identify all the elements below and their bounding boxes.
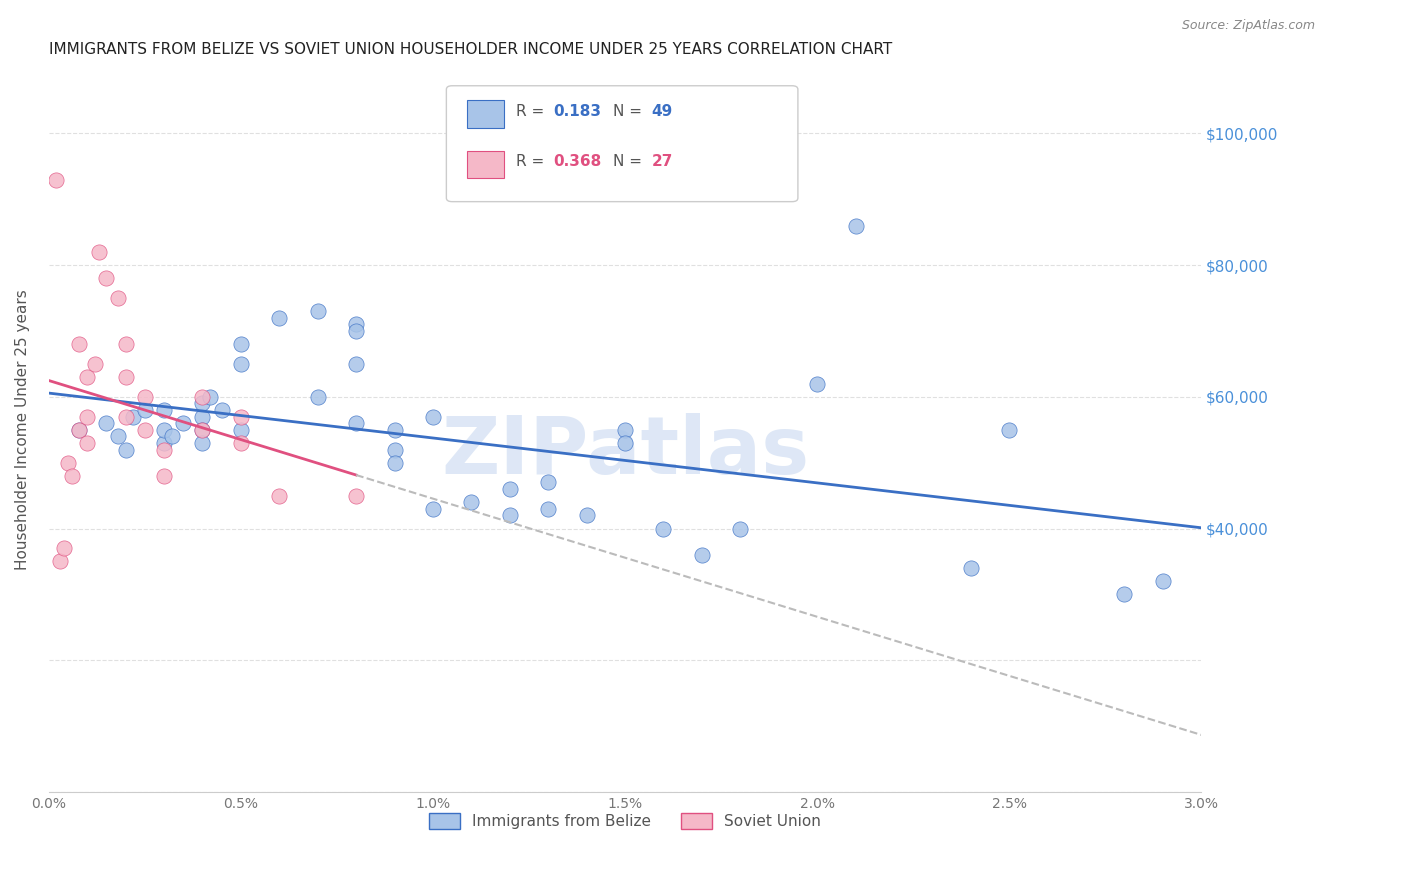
Point <box>344 357 367 371</box>
Point <box>60 469 83 483</box>
Point <box>172 416 194 430</box>
Point <box>537 475 560 490</box>
Point <box>134 403 156 417</box>
Point <box>191 390 214 404</box>
Point <box>87 245 110 260</box>
Point <box>76 370 98 384</box>
Point <box>614 423 637 437</box>
Point <box>499 508 522 523</box>
Point <box>269 310 291 325</box>
Point <box>69 423 91 437</box>
Point <box>69 337 91 351</box>
Point <box>229 436 252 450</box>
Bar <box>467 151 503 178</box>
Point <box>134 390 156 404</box>
Point <box>153 423 176 437</box>
Point <box>1152 574 1174 589</box>
Point <box>114 337 136 351</box>
Text: 27: 27 <box>651 154 673 169</box>
Point <box>134 423 156 437</box>
Text: IMMIGRANTS FROM BELIZE VS SOVIET UNION HOUSEHOLDER INCOME UNDER 25 YEARS CORRELA: IMMIGRANTS FROM BELIZE VS SOVIET UNION H… <box>49 42 891 57</box>
Point <box>122 409 145 424</box>
Point <box>96 416 118 430</box>
Point <box>56 456 79 470</box>
Point <box>844 219 866 233</box>
Text: R =: R = <box>516 154 548 169</box>
Point <box>191 423 214 437</box>
Text: 49: 49 <box>651 103 673 119</box>
Text: ZIPatlas: ZIPatlas <box>441 412 808 491</box>
Point <box>344 416 367 430</box>
Point <box>730 522 752 536</box>
Point <box>806 376 828 391</box>
Point <box>229 357 252 371</box>
Point <box>211 403 233 417</box>
Point <box>153 469 176 483</box>
Point <box>344 318 367 332</box>
Point <box>53 541 76 556</box>
Point <box>499 482 522 496</box>
Point <box>45 172 67 186</box>
Point <box>959 561 981 575</box>
Point <box>153 436 176 450</box>
Point <box>422 501 444 516</box>
Text: N =: N = <box>613 154 647 169</box>
Point <box>537 501 560 516</box>
Text: 0.368: 0.368 <box>554 154 602 169</box>
Point <box>384 423 406 437</box>
Point <box>160 429 183 443</box>
Point <box>422 409 444 424</box>
Point <box>384 442 406 457</box>
Text: Source: ZipAtlas.com: Source: ZipAtlas.com <box>1181 19 1315 31</box>
Point <box>1114 587 1136 601</box>
Point <box>76 436 98 450</box>
Point <box>191 423 214 437</box>
Point <box>344 324 367 338</box>
Point <box>49 554 72 568</box>
Point <box>998 423 1021 437</box>
Point <box>107 429 129 443</box>
Bar <box>467 100 503 128</box>
Point <box>191 409 214 424</box>
Point <box>229 337 252 351</box>
Point <box>198 390 221 404</box>
Point <box>69 423 91 437</box>
Point <box>76 409 98 424</box>
Point <box>114 442 136 457</box>
Point <box>690 548 713 562</box>
Point <box>153 403 176 417</box>
Point <box>460 495 482 509</box>
Point <box>307 390 329 404</box>
Point <box>344 489 367 503</box>
Y-axis label: Householder Income Under 25 years: Householder Income Under 25 years <box>15 289 30 570</box>
Point <box>652 522 675 536</box>
Text: 0.183: 0.183 <box>554 103 602 119</box>
Point <box>229 423 252 437</box>
Point <box>614 436 637 450</box>
Point <box>384 456 406 470</box>
Point <box>307 304 329 318</box>
Point <box>191 396 214 410</box>
Point <box>191 436 214 450</box>
Point <box>107 291 129 305</box>
Point <box>96 271 118 285</box>
Point <box>229 409 252 424</box>
FancyBboxPatch shape <box>446 86 797 202</box>
Text: N =: N = <box>613 103 647 119</box>
Point <box>114 370 136 384</box>
Point <box>114 409 136 424</box>
Text: R =: R = <box>516 103 548 119</box>
Point <box>153 442 176 457</box>
Point <box>83 357 105 371</box>
Point <box>269 489 291 503</box>
Legend: Immigrants from Belize, Soviet Union: Immigrants from Belize, Soviet Union <box>423 807 827 835</box>
Point <box>575 508 598 523</box>
